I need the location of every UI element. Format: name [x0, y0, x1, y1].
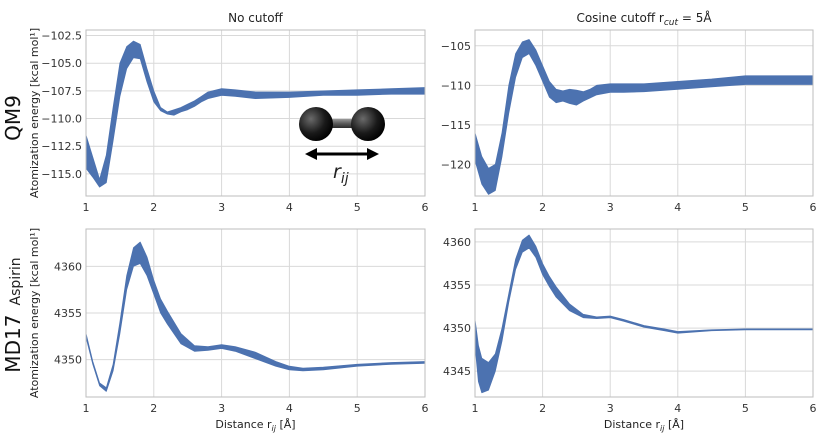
y-tick-label: 4350 — [443, 322, 471, 335]
y-tick-label: −110.0 — [41, 113, 82, 126]
y-axis-label: Atomization energy [kcal mol¹] — [28, 28, 41, 198]
x-tick-label: 3 — [607, 201, 614, 214]
y-tick-label: 4360 — [443, 236, 471, 249]
y-tick-label: −110 — [441, 79, 471, 92]
x-tick-label: 3 — [607, 402, 614, 415]
y-tick-label: −105 — [441, 40, 471, 53]
panel-title: No cutoff — [228, 11, 283, 25]
y-axis-label: Atomization energy [kcal mol¹] — [28, 228, 41, 398]
panel-qm9-nocutoff: 1 2 3 4 5 6 −115.0 −112.5 −110.0 −107.5 −105.0 −102… — [28, 11, 429, 214]
plot-frame — [85, 29, 426, 197]
x-tick-label: 5 — [742, 201, 749, 214]
x-tick-label: 4 — [674, 402, 681, 415]
atom-left — [299, 107, 333, 141]
y-tick-label: −102.5 — [41, 30, 82, 43]
panel-title: Cosine cutoff rcut = 5Å — [576, 10, 712, 28]
x-tick-label: 4 — [286, 402, 293, 415]
distance-label: rij — [333, 161, 349, 187]
atom-right — [351, 107, 385, 141]
molecule-inset: rij — [299, 107, 385, 187]
x-tick-label: 3 — [218, 201, 225, 214]
x-tick-label: 5 — [354, 402, 361, 415]
x-tick-label: 4 — [286, 201, 293, 214]
y-tick-label: −120 — [441, 158, 471, 171]
y-tick-label: 4360 — [54, 260, 82, 273]
x-tick-label: 6 — [422, 201, 429, 214]
x-tick-label: 3 — [218, 402, 225, 415]
energy-band — [474, 39, 814, 195]
row-label-md17-main: MD17 — [1, 315, 25, 373]
plot-frame — [474, 29, 814, 197]
x-tick-label: 5 — [354, 201, 361, 214]
y-tick-label: 4355 — [54, 307, 82, 320]
x-tick-label: 2 — [150, 201, 157, 214]
y-tick-label: −112.5 — [41, 140, 82, 153]
x-tick-label: 2 — [539, 402, 546, 415]
energy-band — [474, 234, 814, 394]
panel-qm9-cosine: 1 2 3 4 5 6 −120 −115 −110 −105 Cosine cutoff rcut… — [441, 10, 817, 214]
x-tick-label: 1 — [83, 201, 90, 214]
x-tick-label: 5 — [742, 402, 749, 415]
y-tick-label: 4345 — [443, 365, 471, 378]
y-tick-label: 4355 — [443, 279, 471, 292]
svg-text:MD17 Aspirin: MD17 Aspirin — [1, 257, 25, 372]
y-tick-label: −115.0 — [41, 168, 82, 181]
row-label-md17: MD17 Aspirin — [1, 257, 25, 372]
arrowhead-left — [305, 148, 317, 160]
x-tick-label: 6 — [422, 402, 429, 415]
x-tick-label: 6 — [810, 402, 817, 415]
plot-frame — [85, 228, 426, 398]
x-tick-label: 4 — [674, 201, 681, 214]
x-axis-label: Distance rij [Å] — [604, 418, 684, 433]
y-tick-label: −107.5 — [41, 85, 82, 98]
y-tick-label: 4350 — [54, 354, 82, 367]
arrowhead-right — [367, 148, 379, 160]
plot-frame — [474, 228, 814, 398]
panel-md17-nocutoff: 1 2 3 4 5 6 4350 4355 4360 Distance rij [Å] Atomiz… — [28, 228, 429, 433]
row-label-qm9: QM9 — [1, 95, 25, 141]
y-tick-label: −115 — [441, 119, 471, 132]
x-tick-label: 1 — [472, 201, 479, 214]
x-tick-label: 1 — [83, 402, 90, 415]
y-tick-label: −105.0 — [41, 57, 82, 70]
x-tick-label: 6 — [810, 201, 817, 214]
x-tick-label: 2 — [539, 201, 546, 214]
x-axis-label: Distance rij [Å] — [215, 418, 295, 433]
panel-md17-cosine: 1 2 3 4 5 6 4345 4350 4355 4360 Distance rij [Å] — [443, 228, 817, 433]
x-tick-label: 1 — [472, 402, 479, 415]
panels: 1 2 3 4 5 6 −115.0 −112.5 −110.0 −107.5 −105.0 −102… — [28, 10, 817, 433]
bond — [318, 119, 366, 128]
x-tick-label: 2 — [150, 402, 157, 415]
row-label-md17-sub: Aspirin — [8, 257, 24, 305]
energy-band — [85, 241, 426, 392]
